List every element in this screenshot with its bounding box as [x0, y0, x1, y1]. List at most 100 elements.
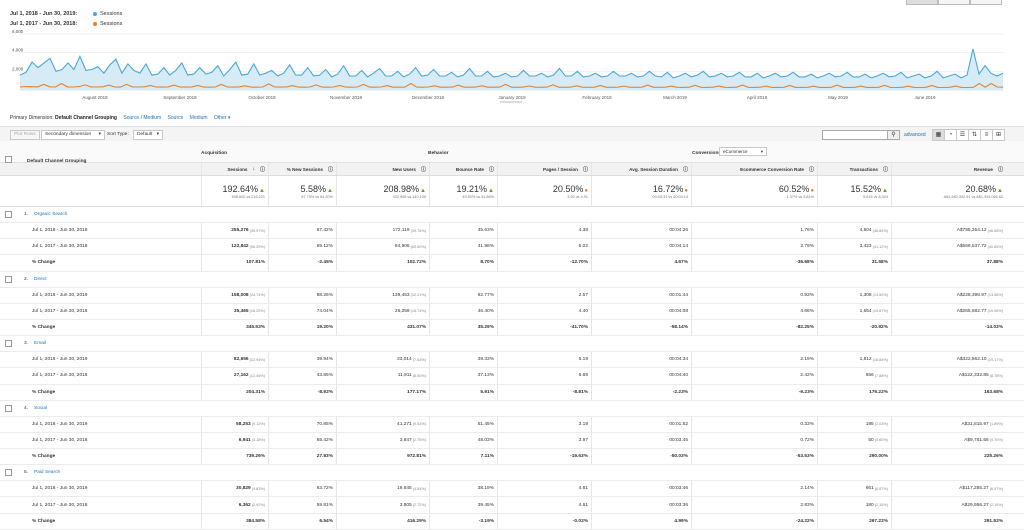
change-value: -2.23% — [672, 389, 688, 395]
metric-value: 0.83% — [800, 292, 814, 298]
channel-link[interactable]: Social — [34, 405, 48, 411]
change-value: 4.67% — [674, 260, 688, 266]
metric-share: (8.50%) — [412, 373, 426, 378]
change-value: 290.00% — [869, 454, 888, 460]
metric-share: (13.58%) — [987, 293, 1003, 298]
summary-change: 60.52%● — [779, 184, 814, 194]
metric-cell: 3,847 (2.75%) — [336, 432, 429, 449]
decrease-dot-icon: ● — [810, 187, 814, 194]
chevron-down-icon: ▾ — [156, 132, 159, 137]
change-value: 27.83% — [316, 454, 333, 460]
dimension-header[interactable]: Default Channel Grouping — [27, 159, 87, 164]
metric-value: 74.04% — [316, 308, 333, 314]
row-checkbox[interactable] — [5, 275, 12, 283]
column-header[interactable]: Sessions ↓ ⓘ — [201, 163, 268, 175]
select-all-checkbox[interactable] — [5, 156, 12, 163]
summary-cell: 15.52%▲ 9,616 vs 8,324 — [817, 176, 891, 206]
column-header[interactable]: % New Sessions ⓘ — [268, 163, 336, 175]
dimension-link-medium[interactable]: Medium — [189, 115, 208, 121]
advanced-filter-link[interactable]: advanced — [904, 132, 926, 138]
y-tick-label: 4,000 — [12, 48, 24, 53]
change-cell: -2.45% — [268, 255, 336, 271]
summary-value: 19.21% — [456, 183, 488, 194]
change-value: -36.68% — [796, 260, 814, 266]
plot-rows-button[interactable]: Plot Rows — [10, 130, 40, 140]
search-icon[interactable]: ⚲ — [887, 130, 900, 140]
change-cell: 345.53% — [201, 319, 268, 336]
summary-cell: 60.52%● 1.37% vs 3.81% — [691, 176, 817, 206]
legend-dot — [93, 12, 97, 16]
arrow-up-icon: ▲ — [997, 187, 1003, 194]
change-value: 291.52% — [984, 518, 1003, 524]
metric-value: 88.26% — [316, 292, 333, 298]
change-value: 107.81% — [246, 260, 265, 266]
summary-value: 5.58% — [300, 183, 327, 194]
chevron-down-icon: ▾ — [227, 115, 231, 121]
metric-value: 33,014 — [397, 357, 412, 363]
column-header[interactable]: New Users ⓘ — [336, 163, 429, 175]
column-header-label: New Users — [392, 166, 416, 172]
change-value: 163.68% — [984, 389, 1003, 395]
metric-share: (2.15%) — [989, 503, 1003, 508]
channel-link[interactable]: Organic Search — [34, 212, 68, 217]
legend-range: Jul 1, 2017 - Jun 30, 2018: — [10, 21, 78, 27]
change-value: 35.29% — [477, 325, 494, 331]
metric-share: (24.74%) — [249, 293, 265, 298]
secondary-dimension-dropdown[interactable]: Secondary dimension ▾ — [41, 130, 105, 140]
dimension-link-source-medium[interactable]: Source / Medium — [123, 115, 162, 121]
performance-view-icon[interactable]: ☰ — [956, 129, 969, 141]
change-value: 267.22% — [869, 518, 888, 524]
metric-share: (9.12%) — [251, 422, 265, 427]
arrow-up-icon: ▲ — [420, 187, 426, 194]
channel-link[interactable]: Direct — [34, 276, 47, 282]
change-value: 6.54% — [319, 518, 333, 524]
column-header[interactable]: Pages / Session ⓘ — [497, 163, 591, 175]
column-header[interactable]: Avg. Session Duration ⓘ — [591, 163, 691, 175]
change-cell: -8.92% — [268, 384, 336, 400]
metric-value: A$265,682.77 — [956, 308, 987, 314]
metric-value: 1.76% — [800, 228, 814, 234]
row-checkbox[interactable] — [5, 404, 12, 412]
metric-value: 4.61 — [578, 502, 588, 508]
channel-name-cell: 5. Paid Search — [14, 465, 60, 480]
metric-cell: 2.79% — [691, 239, 817, 255]
channel-link[interactable]: Email — [34, 341, 46, 347]
row-checkbox[interactable] — [5, 211, 12, 218]
metric-value: A$569,537.72 — [956, 244, 987, 250]
metric-cell: 3.97 — [497, 432, 591, 449]
info-icon: ⓘ — [488, 166, 494, 173]
date-range-row: Jul 1, 2018 - Jun 30, 2019 58,253 (9.12%) 7… — [0, 416, 1024, 433]
date-range-row: Jul 1, 2018 - Jun 30, 2019 255,276 (39.97%… — [0, 223, 1024, 240]
table-search-input[interactable] — [822, 130, 888, 140]
metric-value: 4.66% — [800, 308, 814, 314]
interval-button[interactable] — [938, 0, 970, 5]
metric-cell: 11,911 (8.50%) — [336, 368, 429, 384]
channel-group-row: 5. Paid Search — [0, 465, 1024, 482]
metric-share: (19.87%) — [872, 309, 888, 314]
metric-value: 00:03:36 — [669, 502, 688, 508]
interval-button[interactable] — [970, 0, 1002, 5]
metric-cell: 82,656 (12.94%) — [201, 352, 268, 368]
column-header[interactable]: Bounce Rate ⓘ — [429, 163, 497, 175]
column-header-label: Pages / Session — [543, 166, 578, 172]
column-header[interactable]: Transactions ⓘ — [817, 163, 891, 175]
metric-value: 35,465 — [233, 308, 249, 314]
dimension-link-other[interactable]: Other ▾ — [214, 115, 230, 121]
metric-value: 2.19% — [800, 357, 814, 363]
conversions-dropdown[interactable]: eCommerce ▾ — [719, 147, 767, 156]
legend-range: Jul 1, 2018 - Jun 30, 2019: — [10, 11, 78, 17]
row-checkbox[interactable] — [5, 340, 12, 348]
column-header[interactable]: Ecommerce Conversion Rate ⓘ — [691, 163, 817, 175]
dimension-link-source[interactable]: Source — [167, 115, 184, 121]
column-header[interactable]: Revenue ⓘ — [891, 163, 1006, 175]
chart-interval-buttons[interactable] — [906, 0, 1002, 5]
summary-value: 20.68% — [965, 183, 997, 194]
x-tick-label: August 2018 — [82, 95, 108, 100]
row-checkbox[interactable] — [5, 469, 12, 477]
pivot-view-icon[interactable]: ⊞ — [992, 129, 1005, 141]
interval-button[interactable] — [906, 0, 938, 5]
metric-share: (19.06%) — [987, 309, 1003, 314]
sort-type-dropdown[interactable]: Default ▾ — [133, 130, 163, 140]
channel-link[interactable]: Paid Search — [34, 470, 61, 476]
metric-value: 67.42% — [316, 228, 333, 234]
